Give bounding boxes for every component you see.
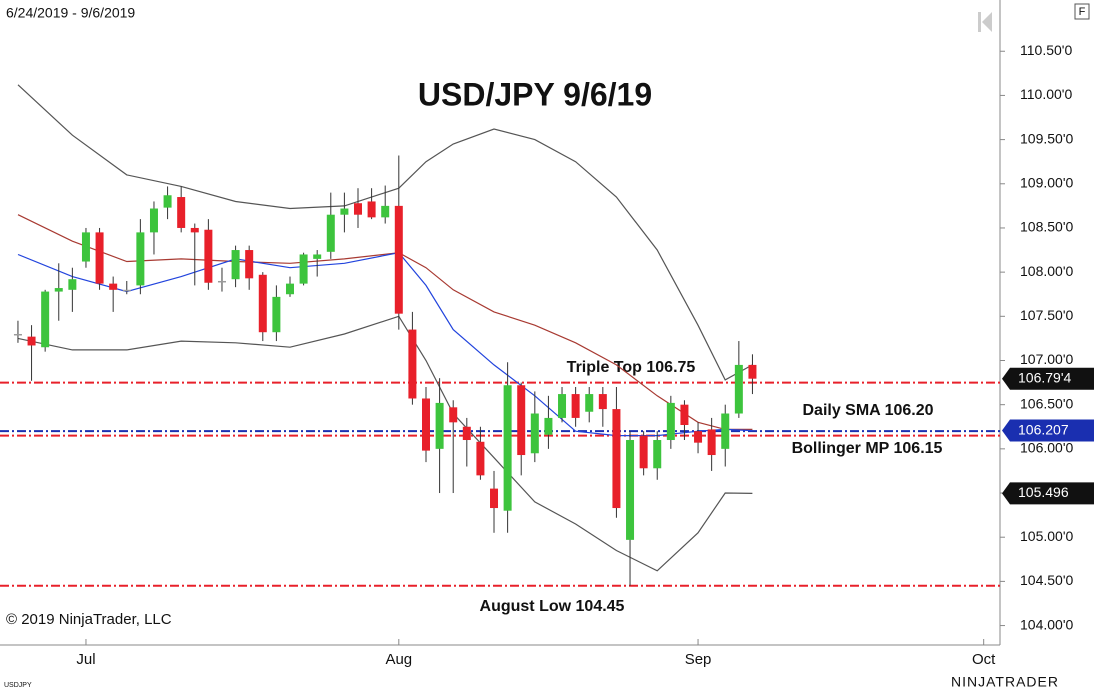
indicator-line: [17, 84, 753, 381]
price-marker: [1002, 419, 1094, 442]
y-tick-label: 106.00'0: [1020, 440, 1073, 456]
candle-body: [326, 214, 335, 252]
level-label: Triple Top 106.75: [567, 359, 696, 376]
candle-body: [54, 288, 63, 292]
candle-body: [136, 232, 145, 286]
price-marker: [1002, 367, 1094, 390]
candle-body: [449, 407, 458, 423]
x-tick-label: Sep: [685, 651, 712, 668]
date-range: 6/24/2019 - 9/6/2019: [6, 5, 135, 21]
candle-body: [163, 195, 172, 208]
candle-body: [666, 402, 675, 441]
copyright: © 2019 NinjaTrader, LLC: [6, 611, 172, 628]
x-tick-label: Oct: [972, 651, 996, 668]
candle-body: [81, 232, 90, 262]
candle-body: [462, 426, 471, 441]
candle-body: [27, 336, 36, 346]
indicator-line: [17, 214, 753, 430]
candle-body: [476, 441, 485, 476]
candle-body: [748, 364, 757, 379]
price-marker-label: 105.496: [1018, 484, 1069, 500]
candle-body: [245, 250, 254, 279]
candle-body: [435, 402, 444, 449]
price-marker: [1002, 482, 1094, 505]
candle-body: [612, 409, 621, 509]
candle-body: [381, 205, 390, 218]
y-tick-label: 108.00'0: [1020, 263, 1073, 279]
candle-body: [558, 394, 567, 418]
instrument: USDJPY: [4, 682, 32, 689]
y-tick-label: 106.50'0: [1020, 395, 1073, 411]
candle-body: [530, 413, 539, 454]
candle-body: [122, 289, 131, 292]
candle-body: [707, 429, 716, 456]
y-tick-label: 104.50'0: [1020, 572, 1073, 588]
candle-body: [503, 385, 512, 511]
y-tick-label: 109.50'0: [1020, 130, 1073, 146]
candle-body: [517, 385, 526, 456]
candle-body: [598, 394, 607, 410]
candle-body: [272, 296, 281, 333]
candle-body: [204, 229, 213, 283]
level-label: Bollinger MP 106.15: [792, 440, 943, 457]
level-label: Daily SMA 106.20: [802, 402, 933, 419]
candle-body: [231, 250, 240, 280]
candle-body: [571, 394, 580, 418]
candle-body: [68, 279, 77, 290]
f-box[interactable]: [1074, 3, 1090, 20]
candle-body: [544, 417, 553, 435]
x-tick-label: Aug: [385, 651, 412, 668]
x-tick-label: Jul: [76, 651, 95, 668]
candle-body: [626, 440, 635, 540]
candle-body: [639, 435, 648, 469]
candle-body: [109, 283, 118, 290]
candle-body: [149, 208, 158, 233]
y-tick-label: 107.50'0: [1020, 307, 1073, 323]
candle-body: [177, 197, 186, 228]
chart-title: USD/JPY 9/6/19: [418, 76, 652, 112]
y-tick-label: 110.00'0: [1020, 86, 1072, 102]
candle-body: [367, 201, 376, 218]
y-tick-label: 108.50'0: [1020, 219, 1073, 235]
candle-body: [285, 283, 294, 295]
candle-body: [680, 404, 689, 425]
scroll-arrow: [982, 12, 992, 32]
candle-body: [313, 254, 322, 259]
candle-body: [734, 364, 743, 414]
y-tick-label: 104.00'0: [1020, 616, 1073, 632]
candle-body: [258, 274, 267, 333]
candle-body: [408, 329, 417, 399]
candle-body: [394, 205, 403, 314]
scroll-icon[interactable]: [978, 12, 992, 32]
y-tick-label: 105.00'0: [1020, 528, 1073, 544]
y-tick-label: 110.50'0: [1020, 42, 1072, 58]
candle-body: [41, 291, 50, 348]
candle-body: [217, 280, 226, 283]
candle-body: [340, 208, 349, 215]
candle-body: [490, 488, 499, 509]
y-tick-label: 107.00'0: [1020, 351, 1073, 367]
candle-body: [95, 232, 104, 284]
candle-body: [694, 431, 703, 443]
price-marker-label: 106.79'4: [1018, 369, 1071, 385]
indicator-line: [17, 252, 753, 437]
candle-body: [721, 413, 730, 449]
candle-body: [585, 394, 594, 412]
candle-body: [353, 203, 362, 215]
y-tick-label: 109.00'0: [1020, 174, 1073, 190]
scroll-bar: [978, 12, 981, 32]
candle-body: [653, 440, 662, 469]
level-label: August Low 104.45: [480, 598, 625, 615]
logo: NINJATRADER: [951, 674, 1059, 690]
candle-body: [299, 254, 308, 284]
f-icon: F: [1079, 6, 1086, 18]
candle-body: [13, 333, 22, 336]
candle-body: [422, 398, 431, 451]
candle-body: [190, 227, 199, 233]
price-marker-label: 106.207: [1018, 421, 1069, 437]
